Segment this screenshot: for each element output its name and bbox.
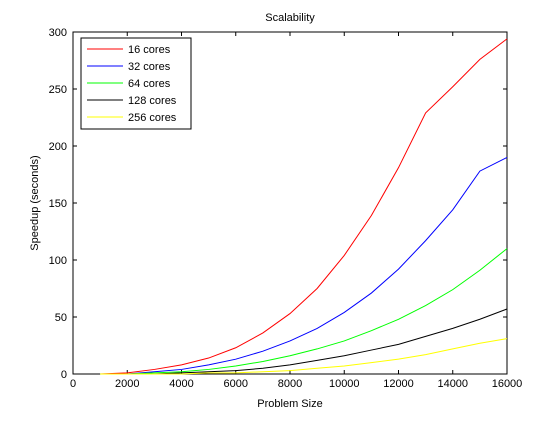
x-tick-label: 6000 <box>224 378 248 390</box>
y-tick-label: 100 <box>49 255 67 267</box>
chart-title: Scalability <box>265 12 315 24</box>
series-line-128-cores <box>100 308 508 375</box>
x-axis-label: Problem Size <box>257 398 322 410</box>
x-tick-label: 10000 <box>329 378 360 390</box>
x-tick-label: 2000 <box>115 378 139 390</box>
x-tick-label: 14000 <box>437 378 468 390</box>
y-tick-label: 150 <box>49 198 67 210</box>
legend-label: 64 cores <box>128 78 171 90</box>
y-tick-label: 200 <box>49 141 67 153</box>
y-tick-label: 250 <box>49 84 67 96</box>
series-layer <box>100 38 508 375</box>
legend-label: 32 cores <box>128 61 171 73</box>
series-line-32-cores <box>100 156 508 375</box>
legend-label: 128 cores <box>128 95 177 107</box>
series-line-64-cores <box>100 248 508 375</box>
series-line-256-cores <box>100 338 508 375</box>
y-tick-label: 50 <box>55 312 67 324</box>
ticks-layer: 0 2000 4000 6000 8000 10000 12000 14000 16000 0 50… <box>49 27 523 390</box>
y-tick-label: 0 <box>61 369 67 381</box>
legend: 16 cores 32 cores 64 cores 128 cores 256 cor… <box>80 37 192 130</box>
x-tick-label: 0 <box>70 378 76 390</box>
x-tick-label: 8000 <box>278 378 302 390</box>
x-tick-label: 4000 <box>169 378 193 390</box>
y-axis-label: Speedup (seconds) <box>29 155 41 250</box>
x-tick-label: 16000 <box>492 378 523 390</box>
x-tick-label: 12000 <box>383 378 414 390</box>
legend-label: 256 cores <box>128 112 177 124</box>
y-tick-label: 300 <box>49 27 67 39</box>
legend-label: 16 cores <box>128 44 171 56</box>
series-line-16-cores <box>100 38 508 375</box>
